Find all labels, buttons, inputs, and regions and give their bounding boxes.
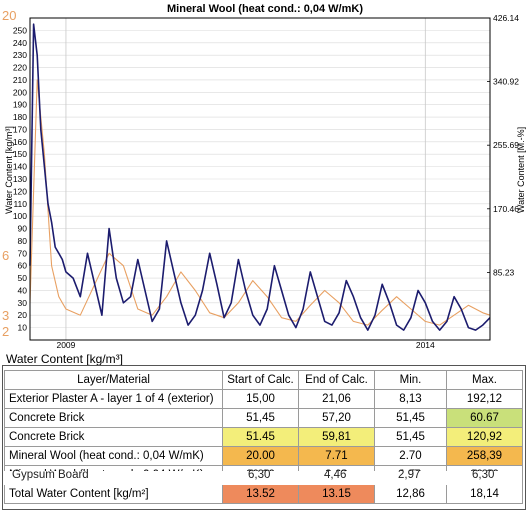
table-row: Total Water Content [kg/m²] 13.52 13.15 12,… (4, 484, 523, 504)
value-cell: 3.63 (298, 465, 375, 485)
value-cell: 20.00 (222, 465, 299, 485)
table-row: Exterior Plaster A - layer 1 of 4 (exter… (4, 389, 523, 409)
y-axis-label: Water Content [kg/m³] (4, 126, 14, 214)
value-cell: 192,12 (446, 389, 523, 409)
y-tick-label: 200 (13, 87, 27, 97)
y-tick-label: 130 (13, 174, 27, 184)
table-header-cell: End of Calc. (298, 370, 375, 390)
water-content-chart: Mineral Wool (heat cond.: 0,04 W/mK) 102… (0, 0, 530, 349)
y-tick-label: 60 (18, 261, 28, 271)
layer-name-cell: Mineral Wool (heat cond : 0 04 W/mK) (4, 465, 223, 485)
y-tick-label: 120 (13, 186, 27, 196)
value-cell: 2.70 (374, 446, 447, 466)
table-header-row: Layer/Material Start of Calc. End of Calc.… (4, 370, 523, 390)
value-cell: 51.45 (222, 427, 299, 447)
table-header-cell: Max. (446, 370, 523, 390)
value-cell: 1.50 (374, 465, 447, 485)
y-tick-label: 10 (18, 323, 28, 333)
y-tick-label: 50 (18, 273, 28, 283)
value-cell: 57,20 (298, 408, 375, 428)
y-tick-label: 180 (13, 112, 27, 122)
y2-tick-label: 85.23 (493, 267, 515, 277)
y-tick-label: 220 (13, 63, 27, 73)
table-row: Concrete Brick 51,45 57,20 51,45 60.67 (4, 408, 523, 428)
y-tick-label: 250 (13, 25, 27, 35)
y-tick-label: 30 (18, 298, 28, 308)
value-cell: 51,45 (222, 408, 299, 428)
plot-frame (29, 17, 491, 341)
layer-name-cell: Total Water Content [kg/m²] (4, 484, 223, 504)
chart-title: Mineral Wool (heat cond.: 0,04 W/mK) (167, 3, 363, 15)
layer-name-cell: Concrete Brick (4, 408, 223, 428)
panel-title: Water Content [kg/m³] (6, 352, 123, 366)
series-lines (29, 23, 491, 331)
left-mark: 20 (2, 8, 16, 23)
y-tick-label: 150 (13, 149, 27, 159)
value-cell: 51,45 (374, 408, 447, 428)
y-tick-label: 210 (13, 75, 27, 85)
x-tick-label: 2014 (416, 340, 435, 349)
table-header-cell: Layer/Material (4, 370, 223, 390)
x-axis-ticks: 2009 2014 (56, 340, 435, 349)
layer-name-cell: Exterior Plaster A - layer 1 of 4 (exter… (4, 389, 223, 409)
table-row: Mineral Wool (heat cond.: 0,04 W/mK) 20.0… (4, 446, 523, 466)
y-tick-label: 170 (13, 124, 27, 134)
y-tick-label: 240 (13, 38, 27, 48)
value-cell: 59,81 (298, 427, 375, 447)
y-tick-label: 230 (13, 50, 27, 60)
value-cell: 20.00 (222, 446, 299, 466)
y-axis-ticks: 10 20 30 40 50 60 70 80 90 100 110 120 130 140 150 160 1… (13, 25, 27, 332)
layer-name-cell: Concrete Brick (4, 427, 223, 447)
chart-background (0, 0, 530, 349)
y-tick-label: 80 (18, 236, 28, 246)
value-cell: 12,86 (374, 484, 447, 504)
value-cell: 21,06 (298, 389, 375, 409)
water-content-table: Layer/Material Start of Calc. End of Calc.… (4, 370, 523, 504)
y-tick-label: 20 (18, 310, 28, 320)
y-tick-label: 100 (13, 211, 27, 221)
y-tick-label: 190 (13, 100, 27, 110)
value-cell: 18,14 (446, 484, 523, 504)
y2-tick-label: 170.46 (493, 204, 519, 214)
value-cell: 8,13 (374, 389, 447, 409)
left-mark: 3 (2, 308, 9, 323)
y-tick-label: 160 (13, 137, 27, 147)
value-cell: 258,39 (446, 446, 523, 466)
value-cell: 120,92 (446, 427, 523, 447)
table-header-cell: Min. (374, 370, 447, 390)
left-mark: 2 (2, 324, 9, 339)
series-line-water_content (29, 23, 491, 331)
chart-grid (30, 18, 490, 340)
value-cell: 51,45 (374, 427, 447, 447)
y2-axis-label: Water Content [M.-%] (516, 127, 526, 213)
y-tick-label: 110 (13, 199, 27, 209)
layer-name-cell: Mineral Wool (heat cond.: 0,04 W/mK) (4, 446, 223, 466)
value-cell: 15,00 (222, 389, 299, 409)
value-cell: 7.71 (298, 446, 375, 466)
value-cell: 20.00 (446, 465, 523, 485)
y2-tick-label: 340.92 (493, 77, 519, 87)
x-tick-label: 2009 (56, 340, 75, 349)
y-tick-label: 140 (13, 162, 27, 172)
y-tick-label: 70 (18, 248, 28, 258)
value-cell: 13.52 (222, 484, 299, 504)
table-row: Concrete Brick 51.45 59,81 51,45 120,92 (4, 427, 523, 447)
left-mark: 6 (2, 248, 9, 263)
y-tick-label: 40 (18, 285, 28, 295)
table-header-cell: Start of Calc. (222, 370, 299, 390)
left-orange-marks: 20 6 32 (2, 8, 16, 339)
y2-tick-label: 255.69 (493, 140, 519, 150)
y-tick-label: 90 (18, 224, 28, 234)
value-cell: 13.15 (298, 484, 375, 504)
y2-tick-label: 426.14 (493, 13, 519, 23)
value-cell: 60.67 (446, 408, 523, 428)
table-row: Mineral Wool (heat cond : 0 04 W/mK) 20.0… (4, 465, 523, 485)
